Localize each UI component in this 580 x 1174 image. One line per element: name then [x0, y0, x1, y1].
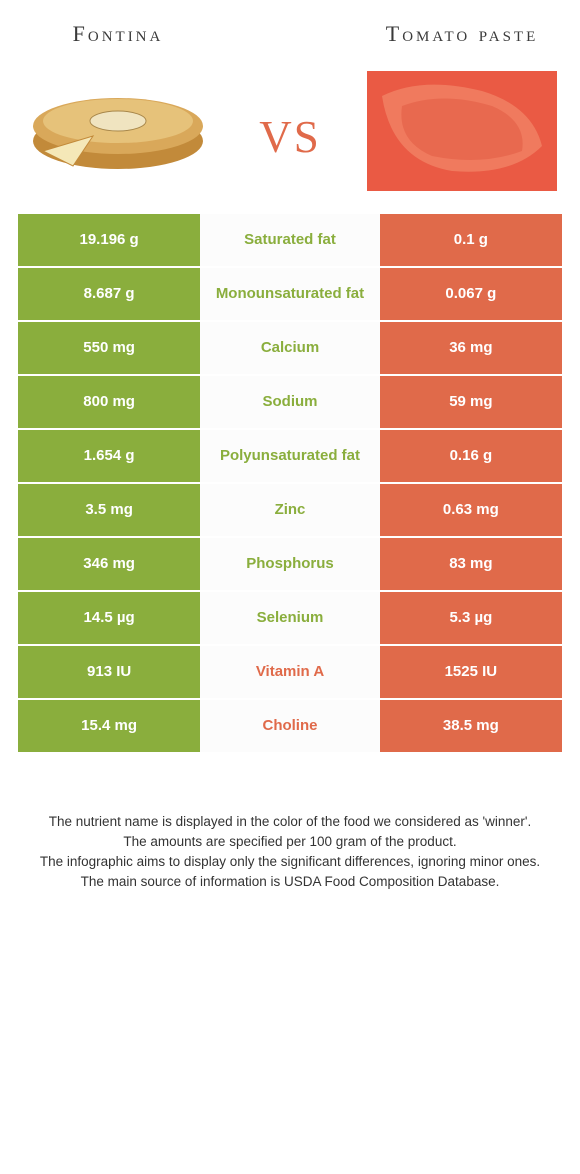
- left-value-cell: 19.196 g: [18, 214, 200, 266]
- left-value-cell: 346 mg: [18, 538, 200, 590]
- right-value-cell: 38.5 mg: [380, 700, 562, 752]
- nutrient-label-cell: Zinc: [200, 484, 380, 536]
- table-row: 8.687 gMonounsaturated fat0.067 g: [18, 268, 562, 320]
- footnote-line: The nutrient name is displayed in the co…: [28, 812, 552, 832]
- table-row: 14.5 µgSelenium5.3 µg: [18, 592, 562, 644]
- footnote-line: The infographic aims to display only the…: [28, 852, 552, 872]
- nutrient-label-cell: Choline: [200, 700, 380, 752]
- nutrient-label-cell: Polyunsaturated fat: [200, 430, 380, 482]
- right-food-image: [362, 66, 562, 196]
- nutrient-label-cell: Calcium: [200, 322, 380, 374]
- left-value-cell: 8.687 g: [18, 268, 200, 320]
- cheese-icon: [18, 66, 218, 196]
- right-value-cell: 83 mg: [380, 538, 562, 590]
- nutrient-label-cell: Selenium: [200, 592, 380, 644]
- table-row: 550 mgCalcium36 mg: [18, 322, 562, 374]
- vs-label: vs: [230, 99, 350, 163]
- nutrient-label-cell: Saturated fat: [200, 214, 380, 266]
- right-food-title: Tomato paste: [362, 20, 562, 48]
- footnote-line: The amounts are specified per 100 gram o…: [28, 832, 552, 852]
- left-value-cell: 14.5 µg: [18, 592, 200, 644]
- tomato-paste-icon: [362, 66, 562, 196]
- right-value-cell: 36 mg: [380, 322, 562, 374]
- right-value-cell: 5.3 µg: [380, 592, 562, 644]
- table-row: 1.654 gPolyunsaturated fat0.16 g: [18, 430, 562, 482]
- footnotes: The nutrient name is displayed in the co…: [18, 812, 562, 893]
- left-value-cell: 1.654 g: [18, 430, 200, 482]
- nutrient-label-cell: Phosphorus: [200, 538, 380, 590]
- table-row: 346 mgPhosphorus83 mg: [18, 538, 562, 590]
- table-row: 3.5 mgZinc0.63 mg: [18, 484, 562, 536]
- header-titles: Fontina Tomato paste: [18, 20, 562, 48]
- right-value-cell: 0.16 g: [380, 430, 562, 482]
- left-value-cell: 3.5 mg: [18, 484, 200, 536]
- nutrient-label-cell: Vitamin A: [200, 646, 380, 698]
- nutrition-table: 19.196 gSaturated fat0.1 g8.687 gMonouns…: [18, 214, 562, 752]
- right-value-cell: 1525 IU: [380, 646, 562, 698]
- footnote-line: The main source of information is USDA F…: [28, 872, 552, 892]
- table-row: 913 IUVitamin A1525 IU: [18, 646, 562, 698]
- table-row: 19.196 gSaturated fat0.1 g: [18, 214, 562, 266]
- left-value-cell: 15.4 mg: [18, 700, 200, 752]
- images-row: vs: [18, 66, 562, 196]
- right-value-cell: 0.067 g: [380, 268, 562, 320]
- nutrient-label-cell: Sodium: [200, 376, 380, 428]
- left-food-image: [18, 66, 218, 196]
- left-food-title: Fontina: [18, 20, 218, 48]
- table-row: 15.4 mgCholine38.5 mg: [18, 700, 562, 752]
- left-value-cell: 913 IU: [18, 646, 200, 698]
- left-value-cell: 550 mg: [18, 322, 200, 374]
- right-value-cell: 0.1 g: [380, 214, 562, 266]
- table-row: 800 mgSodium59 mg: [18, 376, 562, 428]
- left-value-cell: 800 mg: [18, 376, 200, 428]
- right-value-cell: 0.63 mg: [380, 484, 562, 536]
- right-value-cell: 59 mg: [380, 376, 562, 428]
- nutrient-label-cell: Monounsaturated fat: [200, 268, 380, 320]
